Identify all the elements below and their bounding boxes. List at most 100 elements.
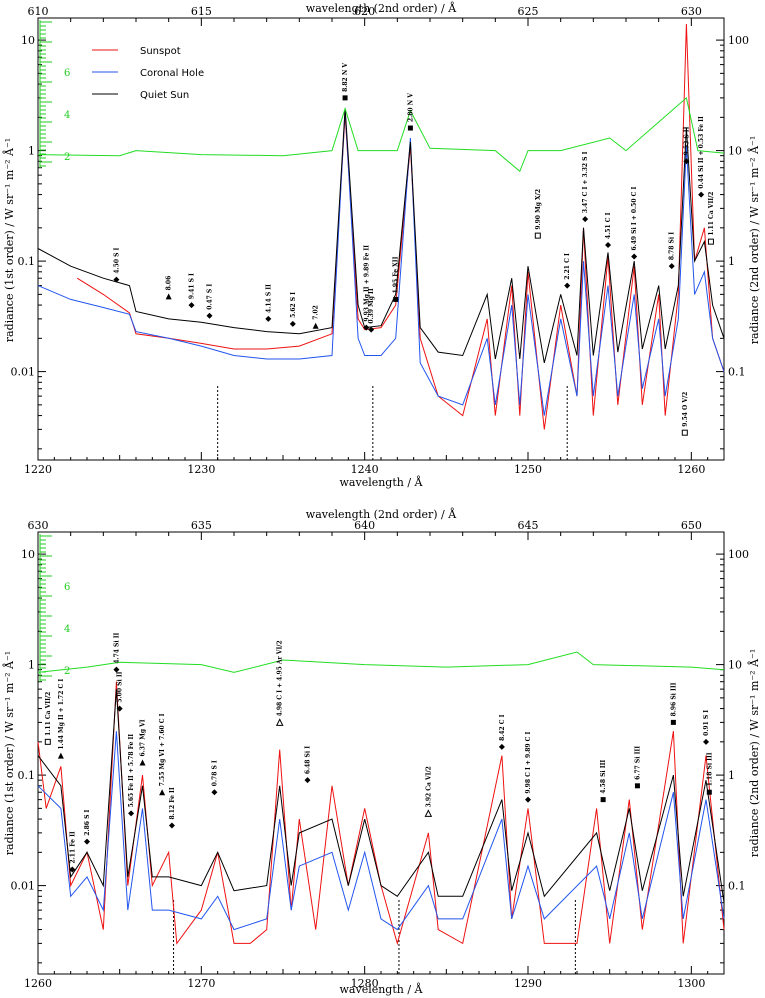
y-tick-label-0-1: 0.1: [18, 255, 36, 268]
series-2nd-order-overlay: [37, 651, 725, 673]
line-label-9-93-mg-ii-9-89-fe-ii: 9.93 Mg II + 9.89 Fe II: [363, 245, 370, 322]
green-tick-label-4: 4: [64, 624, 70, 635]
y2-tick-label-10: 10: [728, 659, 742, 672]
x-tick-label-1220: 1220: [24, 463, 52, 476]
y-tick-label-0-01: 0.01: [11, 880, 36, 893]
y-tick-label-0-1: 0.1: [18, 769, 36, 782]
y2-tick-label-0-1: 0.1: [728, 366, 746, 379]
series-coronal-hole: [37, 108, 725, 416]
marker-diamond: [69, 866, 76, 873]
line-label-1-11-ca-vii-2: 1.11 Ca VII/2: [45, 692, 52, 736]
marker-diamond: [498, 743, 505, 750]
marker-diamond: [265, 315, 272, 322]
line-label-9-41-s-i: 9.41 S I: [189, 273, 196, 299]
marker-square: [600, 797, 606, 803]
marker-diamond: [211, 789, 218, 796]
marker-square: [342, 95, 348, 101]
x-tick-label-1230: 1230: [187, 463, 215, 476]
line-label-4-58-si-iii: 4.58 Si III: [600, 760, 607, 794]
y2-tick-label-1: 1: [728, 255, 735, 268]
series-sunspot: [76, 23, 725, 430]
line-label-0-91-s-i: 0.91 S I: [703, 710, 710, 736]
panel-bottom: wavelength (2nd order) / Å wavelength / …: [2, 507, 761, 996]
legend: Sunspot Coronal Hole Quiet Sun: [92, 46, 204, 101]
x2-axis-title: wavelength (2nd order) / Å: [306, 1, 457, 15]
marker-open-triangle: [424, 809, 433, 817]
marker-diamond: [703, 738, 710, 745]
marker-square: [393, 296, 399, 302]
x2-tick-label-630: 630: [28, 519, 49, 532]
y2-tick-label-100: 100: [728, 34, 749, 47]
marker-triangle: [159, 789, 166, 796]
marker-square: [670, 719, 676, 725]
line-label-0-39-mg-ii: 0.39 Mg II: [368, 288, 375, 323]
marker-diamond: [289, 320, 296, 327]
legend-sunspot: Sunspot: [140, 46, 181, 57]
y-tick-label-1: 1: [28, 145, 35, 158]
legend-quiet-sun: Quiet Sun: [140, 90, 189, 101]
marker-triangle: [57, 752, 64, 759]
x-axis-title: wavelength / Å: [340, 982, 424, 996]
marker-diamond: [368, 326, 375, 333]
marker-diamond: [188, 302, 195, 309]
x-tick-label-1250: 1250: [514, 463, 542, 476]
line-label-0-78-s-i: 0.78 S I: [211, 760, 218, 786]
line-label-9-90-mg-x-2: 9.90 Mg X/2: [535, 189, 542, 230]
marker-diamond: [168, 822, 175, 829]
line-label-1-11-ca-vii-2: 1.11 Ca VII/2: [708, 192, 715, 236]
line-labels: 4.50 S I 8.06 9.41 S I 0.47 S I 4.14 S II 5.6…: [113, 63, 715, 436]
line-label-1-18-si-iii: 1.18 Si III: [706, 752, 713, 786]
marker-open-square: [44, 738, 51, 745]
axes-ticks: 1260 1270 1280 1290 1300 630 635 640 645 650 0.01 0…: [11, 519, 750, 990]
line-label-9-98-c-i-9-89-c-i: 9.98 C I + 9.89 C I: [525, 731, 532, 793]
x-tick-label-1270: 1270: [187, 977, 215, 990]
line-label-4-74-si-ii: 4.74 Si II: [113, 632, 120, 663]
line-labels: 1.11 Ca VII/2 1.44 Mg II + 1.72 C I 2.11 F…: [44, 632, 713, 873]
y-tick-label-10: 10: [21, 34, 35, 47]
line-label-2-11-fe-ii: 2.11 Fe II: [69, 831, 76, 863]
y-tick-label-0-01: 0.01: [11, 366, 36, 379]
line-label-5-00-si-ii: 5.00 Si II: [117, 671, 124, 702]
series-quiet-sun: [37, 108, 725, 364]
plot-frame: [37, 17, 725, 461]
x2-tick-label-610: 610: [28, 5, 49, 18]
x2-tick-label-645: 645: [518, 519, 539, 532]
panel-top: wavelength (2nd order) / Å wavelength / …: [2, 1, 761, 489]
y2-tick-label-10: 10: [728, 145, 742, 158]
line-label-1-95-fe-xii: 1.95 Fe XII: [393, 256, 400, 293]
x-tick-label-1240: 1240: [351, 463, 379, 476]
marker-triangle: [312, 322, 319, 329]
line-label-4-51-c-i: 4.51 C I: [605, 212, 612, 239]
marker-square: [407, 125, 413, 131]
line-label-0-44-si-ii-0-53-fe-ii: 0.44 Si II + 0.53 Fe II: [698, 116, 705, 189]
marker-square: [634, 783, 640, 789]
y2-axis-title: radiance (2nd order) / W sr⁻¹ m⁻² Å⁻¹: [747, 136, 761, 345]
marker-diamond: [206, 312, 213, 319]
x2-axis-title: wavelength (2nd order) / Å: [306, 507, 457, 521]
x-tick-label-1300: 1300: [677, 977, 705, 990]
marker-diamond: [698, 191, 705, 198]
marker-open-square: [534, 232, 541, 239]
marker-diamond: [84, 838, 90, 845]
marker-triangle: [139, 759, 146, 766]
line-label-9-53-s-ii: 9.53 S II: [683, 126, 690, 155]
line-label-8-78-si-i: 8.78 Si I: [669, 232, 676, 260]
y-axis-title: radiance (1st order) / W sr⁻¹ m⁻² Å⁻¹: [2, 138, 16, 342]
x2-tick-label-635: 635: [191, 519, 212, 532]
marker-diamond: [116, 705, 123, 712]
line-label-2-86-s-i: 2.86 S I: [84, 810, 91, 836]
line-label-6-49-si-i-0-50-c-i: 6.49 Si I + 0.50 C I: [631, 187, 638, 251]
y-tick-label-10: 10: [21, 548, 35, 561]
series-quiet-sun: [37, 689, 725, 903]
line-label-8-96-si-iii: 8.96 Si III: [670, 682, 677, 716]
marker-diamond: [605, 241, 612, 248]
marker-diamond: [683, 158, 690, 165]
x2-tick-label-640: 640: [354, 519, 375, 532]
marker-diamond: [631, 253, 638, 260]
marker-diamond: [582, 216, 589, 223]
line-label-3-92-ca-vi-2: 3.92 Ca VI/2: [425, 766, 432, 807]
marker-open-square: [707, 238, 714, 245]
marker-diamond: [564, 282, 571, 289]
green-tick-label-6: 6: [64, 68, 70, 79]
